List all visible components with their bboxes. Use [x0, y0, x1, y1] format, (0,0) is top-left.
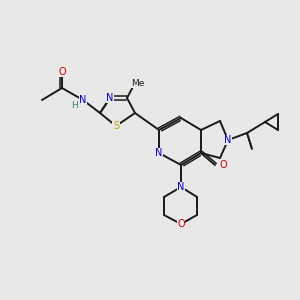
Text: O: O: [58, 67, 66, 77]
Text: N: N: [224, 135, 232, 145]
Text: O: O: [219, 160, 227, 170]
Text: Me: Me: [131, 79, 145, 88]
Text: N: N: [177, 182, 185, 192]
Text: N: N: [106, 93, 114, 103]
Text: N: N: [155, 148, 163, 158]
Text: O: O: [177, 219, 185, 229]
Text: S: S: [113, 121, 119, 131]
Text: N: N: [79, 95, 87, 105]
Text: H: H: [72, 100, 78, 109]
